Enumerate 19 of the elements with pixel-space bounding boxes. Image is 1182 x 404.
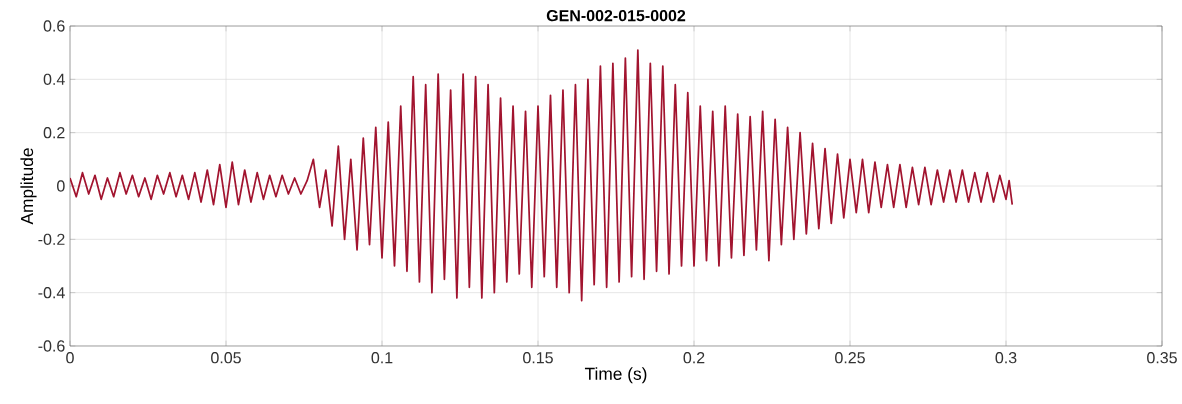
x-tick-label: 0.25 [835, 352, 865, 364]
x-tick-label: 0.35 [1147, 352, 1177, 364]
y-tick-label: -0.2 [38, 233, 65, 245]
x-tick-label: 0.3 [995, 352, 1017, 364]
line-series [70, 49, 1014, 302]
y-tick-label: 0.2 [43, 127, 65, 139]
x-tick-label: 0.1 [371, 352, 393, 364]
x-axis-title: Time (s) [584, 367, 647, 384]
x-tick-label: 0.15 [523, 352, 553, 364]
y-tick-label: 0 [57, 180, 65, 192]
x-tick-label: 0 [66, 352, 74, 364]
chart-title: GEN-002-015-0002 [546, 9, 686, 22]
x-tick-label: 0.2 [683, 352, 705, 364]
y-axis-title: Amplitude [20, 148, 37, 225]
y-tick-label: 0.4 [43, 73, 65, 85]
y-tick-label: -0.6 [38, 340, 65, 352]
y-tick-label: -0.4 [38, 287, 65, 299]
y-tick-label: 0.6 [43, 20, 65, 32]
x-tick-label: 0.05 [211, 352, 241, 364]
